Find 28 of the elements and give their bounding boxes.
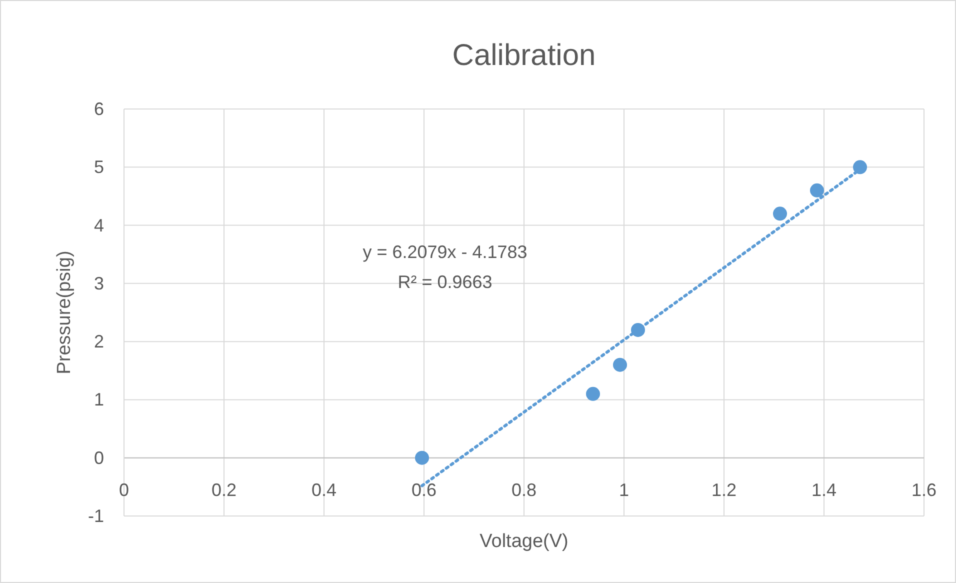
chart-title: Calibration — [452, 39, 596, 72]
y-tick-label: 3 — [94, 273, 104, 294]
x-axis-title: Voltage(V) — [480, 531, 568, 552]
x-tick-label: 1.6 — [911, 480, 937, 500]
x-tick-label: 1 — [618, 480, 630, 500]
point — [810, 183, 824, 198]
x-tick-label: 1.4 — [811, 480, 837, 500]
point — [853, 160, 867, 174]
x-tick-label: 0.4 — [311, 480, 337, 500]
x-tick-label: 1.2 — [711, 480, 737, 500]
point — [586, 386, 600, 401]
y-tick-label: 5 — [94, 157, 104, 178]
point — [773, 206, 787, 221]
y-tick-label: 4 — [94, 215, 104, 236]
point — [613, 358, 627, 372]
y-tick-label: 2 — [94, 332, 104, 352]
annotation: R² = 0.9663 — [398, 272, 492, 292]
x-tick-label: 0.2 — [211, 480, 237, 500]
x-tick-label: 0.6 — [411, 480, 437, 500]
y-tick-label: 6 — [94, 99, 104, 119]
annotation: y = 6.2079x - 4.1783 — [362, 242, 528, 262]
x-tick-label: 0 — [118, 480, 130, 500]
y-tick-label: 1 — [94, 390, 104, 410]
y-axis-title: Pressure(psig) — [54, 250, 75, 374]
y-tick-label: 0 — [94, 448, 104, 468]
x-tick-label: 0.8 — [511, 480, 537, 500]
y-tick-label: -1 — [88, 506, 104, 526]
point — [415, 450, 429, 465]
